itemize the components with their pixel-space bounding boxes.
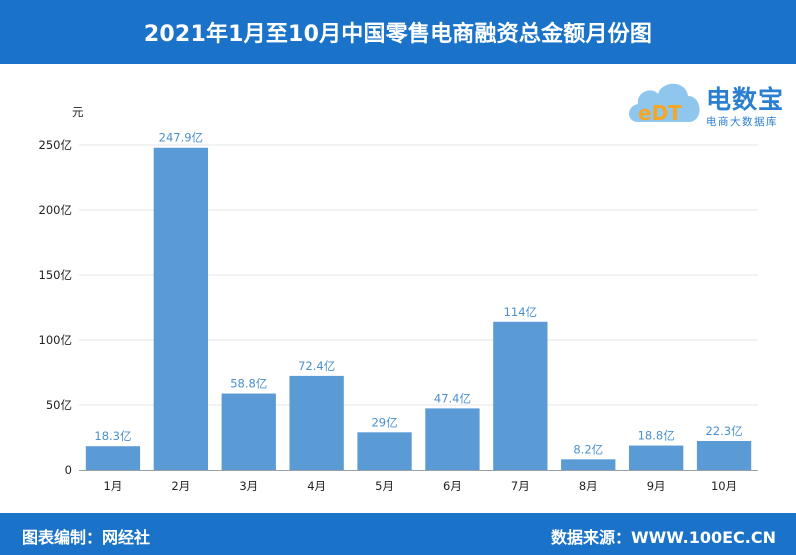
- value-label: 29亿: [371, 415, 397, 429]
- x-tick-label: 2月: [171, 479, 190, 493]
- footer-editor: 图表编制：网经社: [22, 528, 151, 547]
- logo: eDT 电数宝 电商大数据库: [624, 70, 792, 134]
- logo-brand-sub: 电商大数据库: [706, 116, 778, 128]
- x-tick-label: 4月: [307, 479, 326, 493]
- bar-5: [357, 432, 412, 470]
- x-tick-label: 7月: [511, 479, 530, 493]
- bar-9: [628, 445, 684, 470]
- bar-8: [561, 459, 616, 470]
- value-label: 47.4亿: [434, 391, 471, 405]
- x-tick-label: 10月: [711, 479, 737, 493]
- axes: 0 50亿 100亿 150亿 200亿 250亿 1月 2月 3月 4月 5月 6月 7月 8月 9月 10…: [39, 138, 758, 493]
- bar-7: [493, 321, 548, 470]
- value-label: 18.8亿: [638, 429, 675, 443]
- y-tick-label: 50亿: [46, 398, 72, 412]
- value-label: 58.8亿: [230, 377, 267, 391]
- chart-title: 2021年1月至10月中国零售电商融资总金额月份图: [143, 22, 653, 47]
- bar-10: [696, 441, 752, 470]
- y-tick-label: 200亿: [39, 203, 72, 217]
- y-tick-label: 250亿: [39, 138, 72, 152]
- bar-3: [221, 393, 276, 470]
- y-tick-label: 0: [65, 463, 72, 477]
- value-label: 22.3亿: [705, 424, 742, 438]
- bar-chart: 元 18.3亿247.9亿58.8亿72.4亿29亿47.4亿114亿8.2亿1…: [39, 105, 758, 493]
- bar-2: [153, 147, 209, 470]
- chart-header: 2021年1月至10月中国零售电商融资总金额月份图: [0, 0, 796, 64]
- logo-mark-text: eDT: [638, 101, 682, 125]
- value-labels: 18.3亿 247.9亿 58.8亿 72.4亿 29亿 47.4亿 114亿 8.2亿 18.…: [94, 131, 742, 457]
- y-tick-label: 150亿: [39, 268, 72, 282]
- x-tick-label: 3月: [239, 479, 258, 493]
- value-label: 8.2亿: [573, 442, 603, 456]
- x-tick-label: 1月: [104, 479, 123, 493]
- bar-6: [425, 408, 480, 470]
- y-axis-unit-label: 元: [72, 105, 84, 119]
- value-label: 114亿: [504, 305, 537, 319]
- value-label: 18.3亿: [94, 429, 131, 443]
- y-tick-label: 100亿: [39, 333, 72, 347]
- footer-source: 数据来源：WWW.100EC.CN: [550, 528, 776, 547]
- x-tick-label: 8月: [579, 479, 598, 493]
- x-tick-label: 5月: [375, 479, 394, 493]
- bars: [85, 147, 752, 470]
- bar-4: [289, 375, 344, 470]
- x-tick-label: 6月: [443, 479, 462, 493]
- chart-footer: 图表编制：网经社 数据来源：WWW.100EC.CN: [0, 513, 796, 555]
- bar-1: [85, 446, 141, 470]
- cloud-logo-icon: eDT: [629, 83, 700, 125]
- x-tick-label: 9月: [647, 479, 666, 493]
- value-label: 72.4亿: [298, 359, 335, 373]
- value-label: 247.9亿: [159, 131, 203, 145]
- logo-brand: 电数宝: [706, 85, 785, 114]
